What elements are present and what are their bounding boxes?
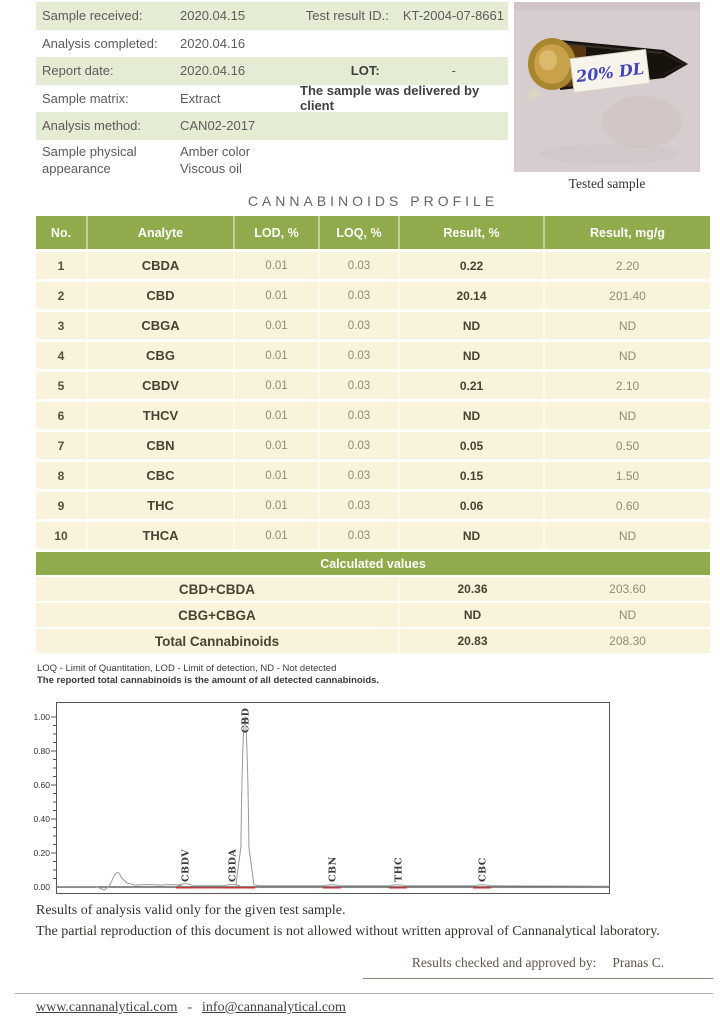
svg-text:CBDV: CBDV xyxy=(181,849,192,882)
calculated-row: CBG+CBGA ND ND xyxy=(36,603,710,627)
calculated-values-header: Calculated values xyxy=(36,552,710,575)
info-row-sample-matrix: Sample matrix: Extract The sample was de… xyxy=(36,83,508,114)
lot-value: - xyxy=(451,63,456,79)
approved-by-name: Pranas C. xyxy=(612,955,665,970)
table-row: 6 THCV 0.01 0.03 ND ND xyxy=(36,402,710,429)
delivery-note: The sample was delivered by client xyxy=(300,83,480,114)
table-row: 4 CBG 0.01 0.03 ND ND xyxy=(36,342,710,369)
website-link[interactable]: www.cannanalytical.com xyxy=(36,1000,178,1015)
sample-received-label: Sample received: xyxy=(42,8,143,24)
table-row: 1 CBDA 0.01 0.03 0.22 2.20 xyxy=(36,252,710,279)
photo-caption: Tested sample xyxy=(568,176,646,191)
table-row: 8 CBC 0.01 0.03 0.15 1.50 xyxy=(36,462,710,489)
analysis-completed-label: Analysis completed: xyxy=(42,35,158,51)
sample-matrix-label: Sample matrix: xyxy=(42,90,129,106)
header-loq: LOQ, % xyxy=(320,216,400,249)
info-row-sample-received: Sample received: 2020.04.15 Test result … xyxy=(36,2,508,30)
approval-line: Results checked and approved by: Pranas … xyxy=(363,955,713,979)
page-title: CANNABINOIDS PROFILE xyxy=(247,193,499,209)
svg-text:THC: THC xyxy=(393,857,404,882)
info-row-analysis-method: Analysis method: CAN02-2017 xyxy=(36,112,508,140)
sample-photo: 20% DL xyxy=(514,2,700,172)
svg-text:CBN: CBN xyxy=(327,856,338,882)
calculated-row: Total Cannabinoids 20.83 208.30 xyxy=(36,629,710,653)
svg-text:0.80: 0.80 xyxy=(33,746,50,756)
svg-text:0.00: 0.00 xyxy=(33,882,50,892)
svg-text:0.40: 0.40 xyxy=(33,814,50,824)
svg-text:CBC: CBC xyxy=(478,857,489,882)
info-row-appearance: Sample physical appearance Amber color V… xyxy=(36,140,508,184)
email-link[interactable]: info@cannanalytical.com xyxy=(202,1000,346,1015)
svg-text:1.00: 1.00 xyxy=(33,712,50,722)
link-separator: - xyxy=(187,1000,193,1015)
test-result-id-label: Test result ID.: xyxy=(305,8,389,24)
analysis-method-label: Analysis method: xyxy=(42,118,141,134)
table-row: 2 CBD 0.01 0.03 20.14 201.40 xyxy=(36,282,710,309)
cannabinoids-table: No. Analyte LOD, % LOQ, % Result, % Resu… xyxy=(36,216,710,653)
sample-info-table: Sample received: 2020.04.15 Test result … xyxy=(36,2,508,184)
header-no: No. xyxy=(36,216,88,249)
chromatogram-container: 0.00 0.20 0.40 0.60 0.80 1.00 CBDV CBDA CBD CBN TH… xyxy=(28,697,620,907)
lot-label: LOT: xyxy=(350,63,380,79)
svg-text:CBD: CBD xyxy=(240,708,251,733)
tube-label: 20% DL xyxy=(569,48,651,94)
analysis-completed-value: 2020.04.16 xyxy=(180,35,246,51)
svg-text:0.60: 0.60 xyxy=(33,780,50,790)
info-row-analysis-completed: Analysis completed: 2020.04.16 xyxy=(36,30,508,58)
header-result-mgg: Result, mg/g xyxy=(589,225,665,240)
table-row: 3 CBGA 0.01 0.03 ND ND xyxy=(36,312,710,339)
table-row: 10 THCA 0.01 0.03 ND ND xyxy=(36,522,710,549)
table-row: 7 CBN 0.01 0.03 0.05 0.50 xyxy=(36,432,710,459)
table-row: 9 THC 0.01 0.03 0.06 0.60 xyxy=(36,492,710,519)
test-result-id-value: KT-2004-07-8661 xyxy=(402,8,504,24)
analysis-method-value: CAN02-2017 xyxy=(180,118,256,134)
header-lod: LOD, % xyxy=(235,216,320,249)
report-date-label: Report date: xyxy=(42,63,114,79)
footer-links: www.cannanalytical.com - info@cannanalyt… xyxy=(36,1000,346,1016)
footer-divider xyxy=(15,993,713,994)
validity-note: Results of analysis valid only for the g… xyxy=(36,903,346,918)
reproduction-note: The partial reproduction of this documen… xyxy=(36,924,660,939)
sample-photo-image: 20% DL xyxy=(514,2,700,172)
chromatogram: 0.00 0.20 0.40 0.60 0.80 1.00 CBDV CBDA CBD CBN TH… xyxy=(33,702,610,894)
info-row-report-date: Report date: 2020.04.16 LOT: - xyxy=(36,57,508,85)
calculated-row: CBD+CBDA 20.36 203.60 xyxy=(36,577,710,601)
svg-text:0.20: 0.20 xyxy=(33,848,50,858)
footnote-abbreviations: LOQ - Limit of Quantitation, LOD - Limit… xyxy=(37,663,337,674)
sample-matrix-value: Extract xyxy=(180,90,221,106)
table-row: 5 CBDV 0.01 0.03 0.21 2.10 xyxy=(36,372,710,399)
sample-received-value: 2020.04.15 xyxy=(180,8,246,24)
footnote-total: The reported total cannabinoids is the a… xyxy=(37,675,380,686)
header-analyte: Analyte xyxy=(88,216,235,249)
approved-by-label: Results checked and approved by: xyxy=(411,955,597,970)
appearance-value: Amber color Viscous oil xyxy=(180,143,251,176)
table-header-row: No. Analyte LOD, % LOQ, % Result, % Resu… xyxy=(36,216,710,249)
report-date-value: 2020.04.16 xyxy=(180,63,246,79)
header-result-pct: Result, % xyxy=(400,216,545,249)
svg-text:CBDA: CBDA xyxy=(228,849,239,882)
appearance-label: Sample physical appearance xyxy=(42,143,137,176)
